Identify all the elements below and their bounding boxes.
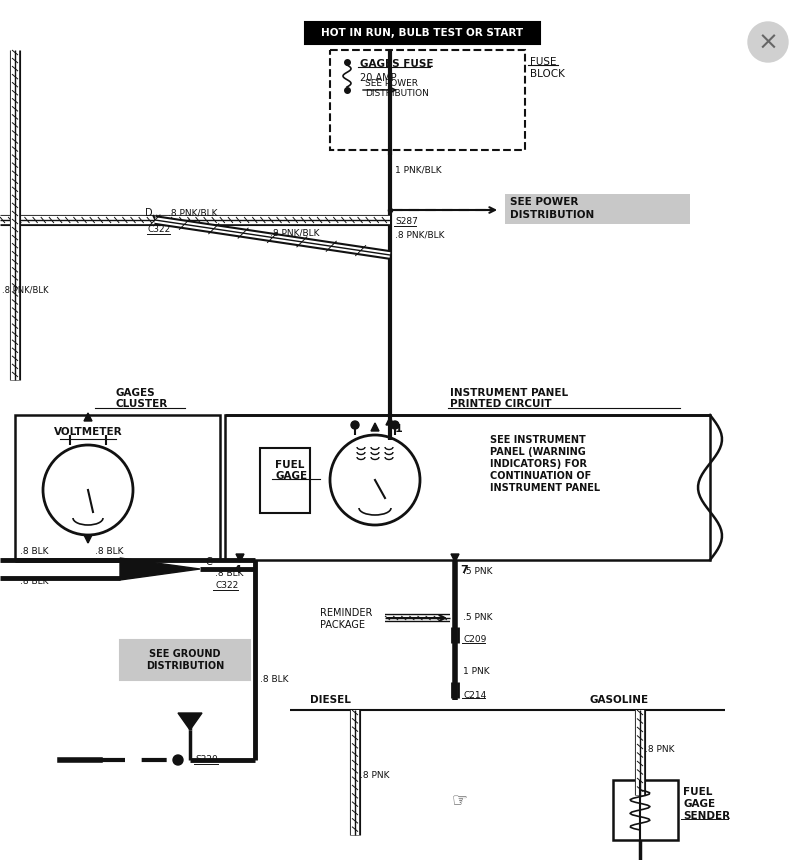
Circle shape <box>351 421 359 429</box>
Text: GAGES: GAGES <box>115 388 155 398</box>
Text: C: C <box>205 557 211 567</box>
Text: .8 PNK/BLK: .8 PNK/BLK <box>270 229 320 237</box>
Text: GAGE: GAGE <box>275 471 307 481</box>
Text: .8 BLK: .8 BLK <box>20 578 48 587</box>
Text: DISTRIBUTION: DISTRIBUTION <box>146 661 224 671</box>
Polygon shape <box>371 423 379 431</box>
Text: CLUSTER: CLUSTER <box>115 399 167 409</box>
Text: BLOCK: BLOCK <box>530 69 565 79</box>
Bar <box>120 640 250 680</box>
Text: PANEL (WARNING: PANEL (WARNING <box>490 447 586 457</box>
Polygon shape <box>120 558 200 580</box>
Text: DISTRIBUTION: DISTRIBUTION <box>510 210 594 220</box>
Text: SEE INSTRUMENT: SEE INSTRUMENT <box>490 435 586 445</box>
Text: S220: S220 <box>195 755 218 765</box>
Text: .8 PNK: .8 PNK <box>360 771 390 779</box>
Text: .8 PNK/BLK: .8 PNK/BLK <box>395 230 445 239</box>
Text: .8 PNK/BLK: .8 PNK/BLK <box>2 286 48 294</box>
Text: .8 BLK: .8 BLK <box>95 548 123 556</box>
Text: INSTRUMENT PANEL: INSTRUMENT PANEL <box>490 483 600 493</box>
Bar <box>225 415 710 560</box>
Circle shape <box>748 22 788 62</box>
Bar <box>505 194 690 224</box>
Text: SENDER: SENDER <box>683 811 730 821</box>
Text: 1 PNK/BLK: 1 PNK/BLK <box>395 165 441 175</box>
Bar <box>613 780 678 840</box>
Text: ☞: ☞ <box>452 791 468 809</box>
Text: SEE POWER: SEE POWER <box>365 79 418 89</box>
Circle shape <box>173 755 183 765</box>
Text: .8 PNK/BLK: .8 PNK/BLK <box>168 208 218 218</box>
Text: C322: C322 <box>148 225 171 235</box>
Polygon shape <box>84 535 92 543</box>
Text: .8 PNK: .8 PNK <box>645 746 675 754</box>
Polygon shape <box>451 554 459 562</box>
Text: PRINTED CIRCUIT: PRINTED CIRCUIT <box>450 399 552 409</box>
Text: SEE POWER: SEE POWER <box>510 197 579 207</box>
Text: DIESEL: DIESEL <box>310 695 351 705</box>
Text: 1 PNK: 1 PNK <box>463 667 490 677</box>
Text: C214: C214 <box>463 691 487 699</box>
Text: HOT IN RUN, BULB TEST OR START: HOT IN RUN, BULB TEST OR START <box>321 28 523 38</box>
Text: GASOLINE: GASOLINE <box>590 695 649 705</box>
Text: FUSE: FUSE <box>530 57 557 67</box>
Text: .8 BLK: .8 BLK <box>260 675 288 685</box>
Text: SEE GROUND: SEE GROUND <box>149 649 221 659</box>
Text: ×: × <box>758 31 779 55</box>
Polygon shape <box>386 417 394 425</box>
Text: C209: C209 <box>463 636 487 644</box>
Text: .5 PNK: .5 PNK <box>463 612 492 622</box>
Text: D: D <box>145 208 153 218</box>
Text: GAGES FUSE: GAGES FUSE <box>360 59 433 69</box>
Polygon shape <box>236 554 244 562</box>
Bar <box>15 415 220 560</box>
Text: GAGE: GAGE <box>683 799 715 809</box>
Text: INDICATORS) FOR: INDICATORS) FOR <box>490 459 587 469</box>
Text: 4: 4 <box>233 565 240 575</box>
Text: C322: C322 <box>215 581 238 591</box>
Text: 7: 7 <box>460 565 468 575</box>
Circle shape <box>391 421 399 429</box>
Text: S287: S287 <box>395 218 418 226</box>
Text: 1: 1 <box>395 424 403 434</box>
Text: INSTRUMENT PANEL: INSTRUMENT PANEL <box>450 388 568 398</box>
Bar <box>260 448 310 513</box>
Bar <box>305 22 540 44</box>
Text: .5 PNK: .5 PNK <box>463 568 492 576</box>
Text: PACKAGE: PACKAGE <box>320 620 365 630</box>
Text: VOLTMETER: VOLTMETER <box>54 427 123 437</box>
Text: CONTINUATION OF: CONTINUATION OF <box>490 471 592 481</box>
Text: .8 BLK: .8 BLK <box>215 569 244 579</box>
Polygon shape <box>178 713 202 730</box>
Text: FUEL: FUEL <box>275 460 304 470</box>
Polygon shape <box>84 413 92 421</box>
Text: FUEL: FUEL <box>683 787 713 797</box>
Text: REMINDER: REMINDER <box>320 608 372 618</box>
Text: DISTRIBUTION: DISTRIBUTION <box>365 89 429 97</box>
Bar <box>330 50 525 150</box>
Text: .8 BLK: .8 BLK <box>20 548 48 556</box>
Text: 20 AMP: 20 AMP <box>360 73 396 83</box>
